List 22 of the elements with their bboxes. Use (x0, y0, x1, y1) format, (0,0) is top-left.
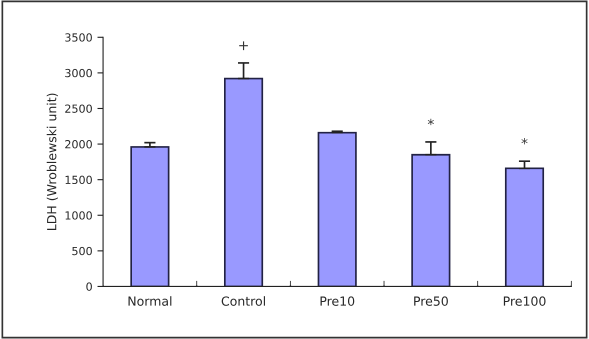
x-tick-label: Pre50 (414, 296, 448, 306)
annotation: * (521, 138, 528, 144)
y-tick-label: 1000 (66, 211, 92, 220)
x-tick-label: Pre100 (504, 296, 546, 306)
y-tick-label: 3000 (65, 68, 92, 78)
y-tick-label: 3500 (65, 33, 92, 42)
annotation: + (239, 41, 248, 50)
annotation: * (428, 118, 434, 126)
y-tick-label: 2500 (65, 104, 92, 113)
bar (130, 146, 170, 286)
bar (504, 167, 544, 286)
y-tick-label: 500 (72, 246, 92, 256)
bar (411, 154, 450, 286)
bar (224, 78, 264, 286)
x-tick-label: Pre10 (320, 296, 354, 306)
bar (318, 132, 357, 286)
y-tick-label: 1500 (66, 176, 92, 184)
x-tick-label: Normal (128, 296, 172, 306)
x-tick-label: Control (222, 296, 265, 306)
y-axis-title: LDH (Wroblewski unit) (46, 94, 58, 230)
y-tick-label: 0 (86, 282, 92, 291)
y-tick-label: 2000 (65, 140, 92, 148)
